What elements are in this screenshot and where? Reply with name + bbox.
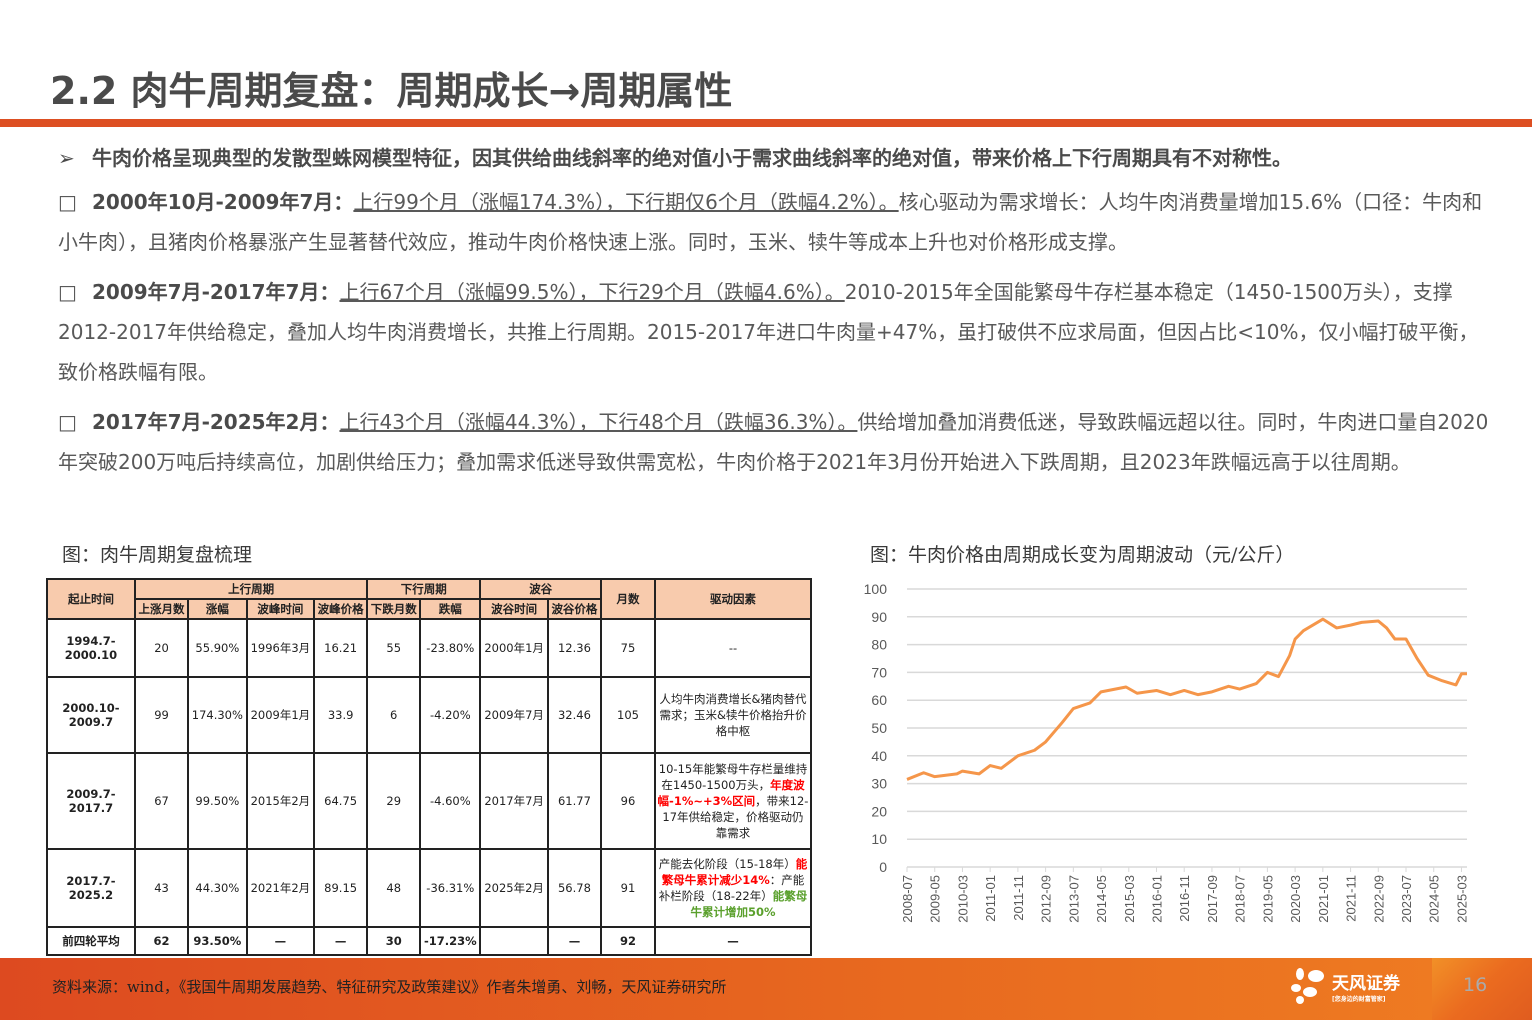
svg-text:2018-07: 2018-07 [1233,875,1248,923]
page-number: 16 [1463,974,1488,996]
svg-text:2017-09: 2017-09 [1205,875,1220,923]
bullet-list: ➢ 牛肉价格呈现典型的发散型蛛网模型特征，因其供给曲线斜率的绝对值小于需求曲线斜率… [58,138,1498,482]
svg-text:2016-01: 2016-01 [1150,875,1165,923]
title-divider [0,119,1532,127]
svg-text:90: 90 [871,609,887,625]
footer: 资料来源：wind，《我国牛周期发展趋势、特征研究及政策建议》作者朱增勇、刘畅，… [0,958,1532,1020]
table-caption: 图：肉牛周期复盘梳理 [62,544,253,566]
square-bullet-icon: □ [58,410,77,434]
svg-text:80: 80 [871,637,887,653]
table-row: 1994.7-2000.10 20 55.90% 1996年3月 16.21 55 -23.… [46,618,812,678]
cycle-table: 起止时间 上行周期 下行周期 波谷 月数 驱动因素 上涨月数 涨幅 波峰时间 波峰价格… [46,578,812,956]
svg-text:2021-11: 2021-11 [1344,875,1359,922]
svg-text:20: 20 [871,803,887,819]
page-title: 2.2 肉牛周期复盘：周期成长→周期属性 [50,69,733,113]
svg-text:50: 50 [871,720,887,736]
bullet-item: □ 2000年10月-2009年7月：上行99个月（涨幅174.3%），下行期仅6… [58,182,1498,262]
svg-text:2009-05: 2009-05 [928,875,943,923]
svg-text:2012-09: 2012-09 [1039,875,1054,923]
svg-text:2013-07: 2013-07 [1066,875,1081,923]
bullet-item: □ 2009年7月-2017年7月：上行67个月（涨幅99.5%），下行29个月（… [58,272,1498,392]
arrow-bullet-icon: ➢ [58,146,75,170]
svg-text:2015-03: 2015-03 [1122,875,1137,923]
svg-text:2014-05: 2014-05 [1094,875,1109,923]
table-row: 2000.10-2009.7 99 174.30% 2009年1月 33.9 6 -4.20… [46,676,812,754]
svg-text:10: 10 [871,831,887,847]
decorative-tiles [1432,958,1532,1020]
svg-text:30: 30 [871,776,887,792]
company-logo: 天风证券 [您身边的财富管家] [1290,966,1400,1006]
svg-text:2023-07: 2023-07 [1399,875,1414,923]
svg-text:2011-11: 2011-11 [1011,875,1026,921]
square-bullet-icon: □ [58,190,77,214]
table-row: 2009.7-2017.7 67 99.50% 2015年2月 64.75 29 -4.60… [46,752,812,850]
svg-text:2020-03: 2020-03 [1288,875,1303,923]
beef-price-chart: 0 10 20 30 40 50 60 70 80 90 100 2008-07 2009-05 2010… [864,581,1470,923]
svg-text:2024-05: 2024-05 [1427,875,1442,923]
svg-text:70: 70 [871,664,887,680]
svg-text:2019-05: 2019-05 [1260,875,1275,923]
svg-text:2011-01: 2011-01 [983,875,998,922]
chart-caption: 图：牛肉价格由周期成长变为周期波动（元/公斤） [870,544,1295,566]
intro-bullet: ➢ 牛肉价格呈现典型的发散型蛛网模型特征，因其供给曲线斜率的绝对值小于需求曲线斜率… [58,138,1498,178]
svg-text:40: 40 [871,748,887,764]
svg-text:2010-03: 2010-03 [955,875,970,923]
table-row-average: 前四轮平均 62 93.50% — —30 -17.23% —92— [46,926,812,956]
svg-text:100: 100 [864,581,888,597]
svg-text:2025-03: 2025-03 [1454,875,1469,923]
svg-text:2008-07: 2008-07 [900,875,915,923]
svg-text:2022-09: 2022-09 [1371,875,1386,923]
svg-text:2016-11: 2016-11 [1177,875,1192,922]
svg-text:60: 60 [871,692,887,708]
table-row: 2017.7-2025.2 43 44.30% 2021年2月 89.15 48 -36.3… [46,848,812,928]
bullet-item: □ 2017年7月-2025年2月：上行43个月（涨幅44.3%），下行48个月（… [58,402,1498,482]
source-note: 资料来源：wind，《我国牛周期发展趋势、特征研究及政策建议》作者朱增勇、刘畅，… [52,978,727,996]
svg-text:2021-01: 2021-01 [1316,875,1331,923]
svg-text:0: 0 [879,859,887,875]
flower-logo-icon [1291,968,1324,1004]
square-bullet-icon: □ [58,280,77,304]
